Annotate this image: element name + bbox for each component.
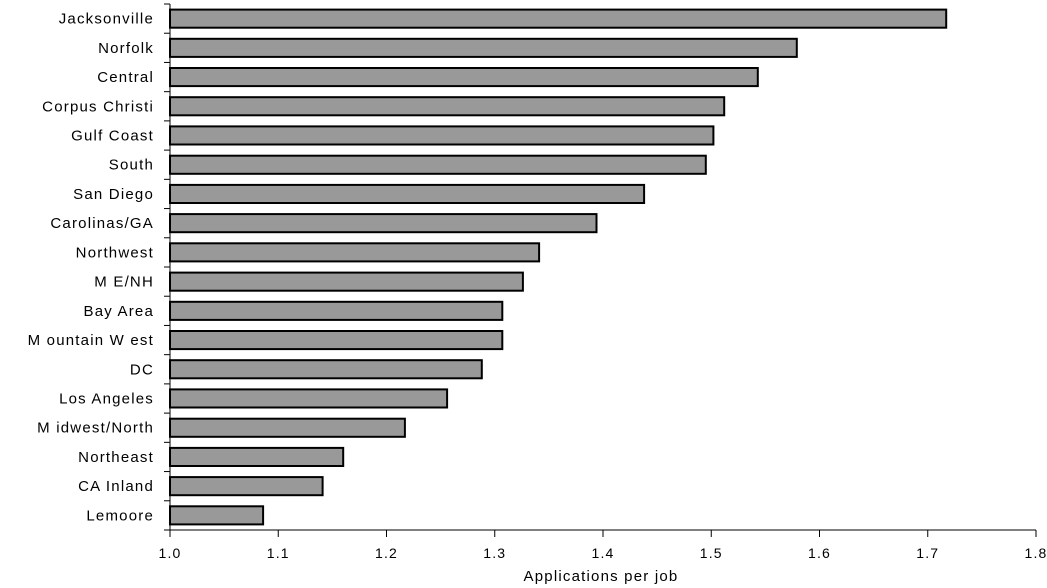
category-labels: Jacksonville Norfolk Central Corpus Christi…	[28, 11, 154, 525]
bar	[169, 96, 726, 117]
bar	[169, 183, 646, 204]
bar	[169, 505, 265, 526]
x-tick-label: 1.3	[483, 545, 506, 561]
bar	[169, 242, 541, 263]
category-label: Carolinas/GA	[50, 215, 154, 232]
category-label: Gulf Coast	[71, 128, 154, 145]
x-axis-title: Applications per job	[524, 568, 679, 585]
bar	[169, 330, 504, 351]
category-label: San Diego	[73, 186, 154, 203]
bar	[169, 476, 324, 497]
category-label: South	[109, 157, 154, 174]
category-label: Los Angeles	[59, 391, 154, 408]
bar	[169, 388, 449, 409]
bar	[169, 125, 715, 146]
category-label: Norfolk	[98, 40, 154, 57]
category-label: Bay Area	[84, 303, 154, 320]
category-label: Central	[97, 69, 154, 86]
x-axis-ticks	[169, 530, 1037, 537]
x-tick-labels: 1.0 1.1 1.2 1.3 1.4 1.5 1.6 1.7 1.8	[158, 545, 1047, 561]
y-axis-ticks	[164, 3, 170, 531]
bar	[169, 213, 598, 234]
category-label: Northwest	[76, 244, 154, 261]
bar	[169, 8, 948, 29]
x-tick-label: 1.2	[375, 545, 398, 561]
bar	[169, 37, 798, 58]
category-label: Corpus Christi	[42, 98, 154, 115]
x-tick-label: 1.7	[916, 545, 939, 561]
bar	[169, 154, 707, 175]
bar	[169, 271, 524, 292]
x-tick-label: 1.4	[591, 545, 614, 561]
bar	[169, 417, 406, 438]
category-label: CA Inland	[78, 478, 154, 495]
bar	[169, 300, 504, 321]
category-label: DC	[130, 361, 154, 378]
category-label: M ountain W est	[28, 332, 154, 349]
x-tick-label: 1.5	[700, 545, 723, 561]
x-tick-label: 1.1	[267, 545, 290, 561]
bar	[169, 359, 483, 380]
category-label: M E/NH	[94, 274, 154, 291]
category-label: Jacksonville	[59, 11, 154, 28]
x-tick-label: 1.6	[808, 545, 831, 561]
x-tick-label: 1.0	[158, 545, 181, 561]
category-label: Northeast	[78, 449, 154, 466]
bar	[169, 446, 345, 467]
category-label: Lemoore	[86, 507, 154, 524]
x-tick-label: 1.8	[1024, 545, 1047, 561]
bar	[169, 67, 759, 88]
category-label: M idwest/North	[37, 420, 154, 437]
bars-group	[169, 8, 948, 526]
